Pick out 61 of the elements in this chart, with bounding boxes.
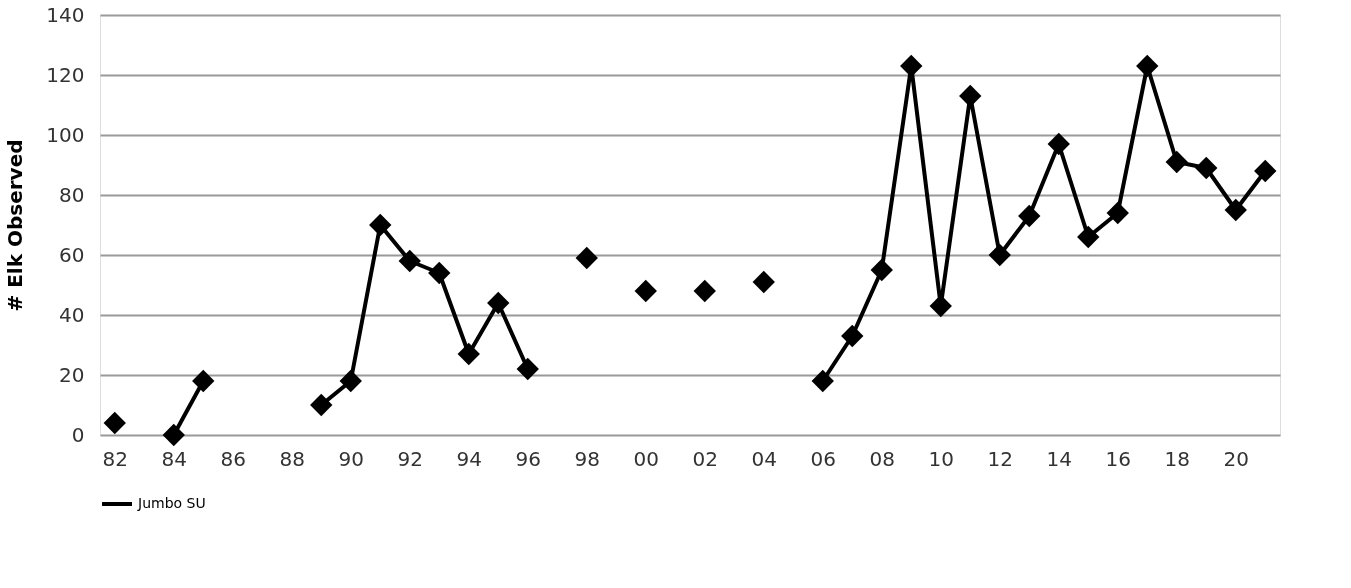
point xyxy=(1047,132,1070,156)
y-tick-label: 140 xyxy=(46,2,85,27)
x-tick-label: 02 xyxy=(692,446,718,471)
point xyxy=(811,369,834,393)
x-tick-label: 20 xyxy=(1223,446,1249,471)
point xyxy=(841,324,864,348)
y-tick-label: 60 xyxy=(59,242,85,267)
x-tick-label: 04 xyxy=(751,446,777,471)
x-tick-label: 18 xyxy=(1164,446,1190,471)
point xyxy=(103,411,126,435)
x-tick-label: 90 xyxy=(338,446,364,471)
point xyxy=(310,393,333,417)
point xyxy=(398,249,421,273)
x-tick-label: 88 xyxy=(279,446,305,471)
point xyxy=(192,369,215,393)
point xyxy=(162,423,185,447)
point xyxy=(693,279,716,303)
point xyxy=(634,279,657,303)
legend-label: Jumbo SU xyxy=(137,495,206,511)
point xyxy=(575,246,598,270)
point xyxy=(516,357,539,381)
x-tick-label: 94 xyxy=(456,446,482,471)
y-tick-label: 40 xyxy=(59,302,85,327)
point xyxy=(870,258,893,282)
x-tick-label: 10 xyxy=(928,446,954,471)
y-tick-label: 100 xyxy=(46,122,85,147)
x-tick-label: 96 xyxy=(515,446,541,471)
point xyxy=(1018,204,1041,228)
point xyxy=(1136,54,1159,78)
x-tick-label: 14 xyxy=(1046,446,1072,471)
point xyxy=(988,243,1011,267)
y-axis-title: # Elk Observed xyxy=(3,139,28,312)
y-tick-label: 20 xyxy=(59,362,85,387)
x-tick-label: 08 xyxy=(869,446,895,471)
point xyxy=(1254,159,1277,183)
point xyxy=(1077,225,1100,249)
y-tick-label: 120 xyxy=(46,62,85,87)
x-tick-label: 00 xyxy=(633,446,659,471)
x-tick-label: 92 xyxy=(397,446,423,471)
x-tick-label: 06 xyxy=(810,446,836,471)
point xyxy=(959,84,982,108)
point xyxy=(752,270,775,294)
y-tick-label: 80 xyxy=(59,182,85,207)
point xyxy=(1165,150,1188,174)
x-tick-label: 98 xyxy=(574,446,600,471)
x-tick-label: 84 xyxy=(161,446,187,471)
y-tick-label: 0 xyxy=(71,422,85,447)
point xyxy=(1195,156,1218,180)
x-tick-label: 82 xyxy=(102,446,128,471)
x-tick-label: 86 xyxy=(220,446,246,471)
point xyxy=(900,54,923,78)
point xyxy=(339,369,362,393)
x-tick-label: 16 xyxy=(1105,446,1131,471)
point xyxy=(1106,201,1129,225)
point xyxy=(929,294,952,318)
point xyxy=(457,342,480,366)
point xyxy=(487,291,510,315)
point xyxy=(369,213,392,237)
point xyxy=(428,261,451,285)
x-tick-label: 12 xyxy=(987,446,1013,471)
point xyxy=(1224,198,1247,222)
